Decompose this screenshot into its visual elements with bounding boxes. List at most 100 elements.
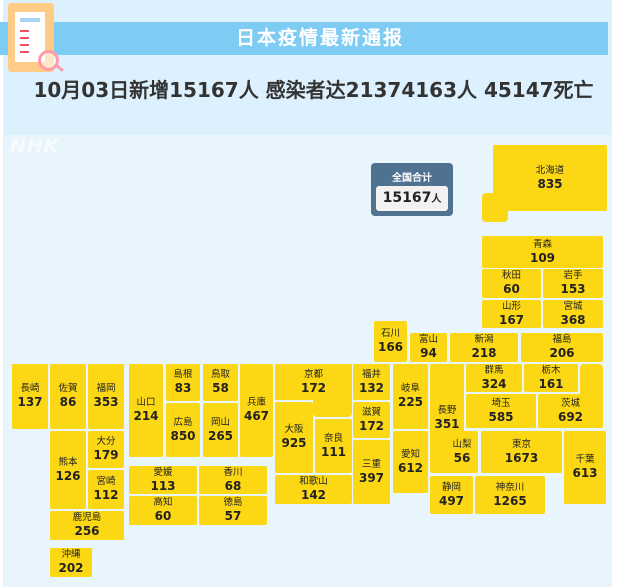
prefecture-tile: 宮崎 112: [88, 470, 124, 509]
prefecture-count: 153: [560, 282, 586, 296]
prefecture-name: 島根: [173, 369, 193, 380]
prefecture-tile: 千葉 613: [564, 431, 606, 504]
prefecture-tile: 山口 214: [129, 364, 163, 457]
prefecture-name: 大阪: [284, 424, 304, 435]
prefecture-count: 256: [74, 524, 100, 538]
prefecture-name: 滋賀: [361, 406, 381, 418]
prefecture-tile: 茨城 692: [538, 394, 603, 428]
prefecture-name: 鹿児島: [72, 512, 102, 523]
prefecture-count: 111: [320, 444, 347, 459]
prefecture-tile: 福井 132: [353, 364, 390, 400]
prefecture-name: 埼玉: [491, 397, 511, 409]
prefecture-count: 585: [488, 409, 514, 424]
prefecture-tile: 福島 206: [521, 333, 603, 362]
prefecture-name: 福井: [361, 368, 381, 380]
prefecture-count: 265: [207, 428, 234, 443]
prefecture-name: 岡山: [210, 416, 230, 428]
page-title: 日本疫情最新通报: [235, 27, 404, 49]
national-total-box: 全国合计 15167人: [371, 163, 453, 216]
prefecture-name: 鳥取: [210, 369, 230, 380]
prefecture-tile: 佐賀 86: [50, 364, 86, 429]
prefecture-tile: 島根 83: [166, 364, 200, 401]
prefecture-count: 83: [174, 381, 192, 395]
prefecture-name: 香川: [223, 466, 243, 478]
prefecture-tile: 高知 60: [129, 496, 197, 525]
prefecture-tile: 鹿児島 256: [50, 511, 124, 540]
prefecture-tile: 東京 1673: [481, 431, 562, 473]
prefecture-count: 86: [59, 395, 77, 409]
prefecture-name: 広島: [173, 416, 193, 428]
prefecture-tile: 鳥取 58: [203, 364, 238, 401]
prefecture-name: 福島: [552, 334, 572, 345]
prefecture-tile: 山形 167: [482, 300, 541, 328]
prefecture-name: 徳島: [223, 497, 243, 508]
total-label: 全国合计: [392, 173, 432, 184]
headline: 10月03日新增15167人 感染者达21374163人 45147死亡: [33, 78, 594, 102]
prefecture-count: 218: [471, 346, 497, 360]
prefecture-count: 172: [300, 380, 327, 395]
total-unit: 人: [431, 194, 442, 205]
prefecture-count: 692: [557, 409, 584, 424]
prefecture-count: 166: [377, 340, 404, 354]
prefecture-tile: 岡山 265: [203, 403, 238, 457]
prefecture-name: 山口: [136, 397, 156, 408]
prefecture-count: 56: [453, 450, 471, 465]
prefecture-tile: 新潟 218: [450, 333, 518, 362]
prefecture-tile: 京都 172: [275, 364, 352, 400]
prefecture-count: 161: [538, 376, 564, 391]
prefecture-name: 北海道: [535, 164, 565, 176]
prefecture-tile: 神奈川 1265: [475, 476, 545, 514]
prefecture-tile: 沖縄 202: [50, 548, 92, 577]
prefecture-tile: 栃木 161: [524, 364, 578, 392]
prefecture-tile: 香川 68: [199, 466, 267, 494]
prefecture-tile: 徳島 57: [199, 496, 267, 525]
prefecture-tile: 青森 109: [482, 236, 603, 268]
prefecture-name: 千葉: [575, 454, 595, 465]
prefecture-name: 東京: [511, 438, 531, 450]
prefecture-tile: 北海道 835: [493, 145, 607, 211]
prefecture-tile: 岩手 153: [543, 269, 603, 298]
prefecture-count: 132: [358, 380, 385, 395]
prefecture-tile: 宮城 368: [543, 300, 603, 328]
prefecture-name: 石川: [380, 328, 400, 339]
prefecture-count: 497: [438, 493, 465, 508]
total-value-box: 15167人: [376, 186, 448, 211]
prefecture-tile: 富山 94: [410, 333, 447, 362]
prefecture-count: 850: [170, 428, 196, 443]
prefecture-name: 福岡: [96, 383, 116, 394]
prefecture-tile: 愛媛 113: [129, 466, 197, 494]
prefecture-count: 214: [133, 409, 159, 423]
prefecture-name: 岩手: [563, 270, 583, 281]
prefecture-tile: 奈良 111: [315, 419, 352, 473]
prefecture-tile: 群馬 324: [466, 364, 522, 392]
prefecture-name: 宮崎: [96, 476, 116, 487]
prefecture-name: 高知: [153, 497, 173, 508]
prefecture-name: 奈良: [323, 432, 343, 444]
prefecture-count: 202: [58, 561, 84, 575]
prefecture-count: 612: [397, 460, 424, 475]
prefecture-count: 925: [281, 436, 307, 450]
prefecture-name: 愛知: [400, 448, 420, 460]
prefecture-count: 397: [358, 470, 385, 485]
prefecture-count: 172: [358, 418, 385, 433]
prefecture-name: 栃木: [541, 364, 561, 376]
prefecture-count: 60: [154, 509, 172, 523]
prefecture-tile: 福岡 353: [88, 364, 124, 429]
prefecture-tile: 石川 166: [374, 321, 407, 362]
prefecture-count: 179: [93, 448, 119, 462]
prefecture-tile: 和歌山 142: [275, 475, 352, 504]
prefecture-tile: 広島 850: [166, 403, 200, 457]
prefecture-tile: 秋田 60: [482, 269, 541, 298]
report-magnifier-icon: [8, 3, 64, 72]
header-area: [3, 0, 612, 135]
prefecture-name: 青森: [532, 238, 552, 250]
total-value: 15167: [382, 190, 432, 206]
prefecture-tile: 三重 397: [353, 440, 390, 504]
prefecture-count: 137: [17, 395, 43, 409]
title-bar: [0, 22, 608, 55]
prefecture-tile: 山梨 56: [446, 431, 478, 473]
prefecture-count: 613: [572, 466, 598, 480]
prefecture-count: 206: [549, 346, 575, 360]
prefecture-name: 和歌山: [299, 476, 328, 487]
prefecture-count: 58: [212, 381, 229, 395]
